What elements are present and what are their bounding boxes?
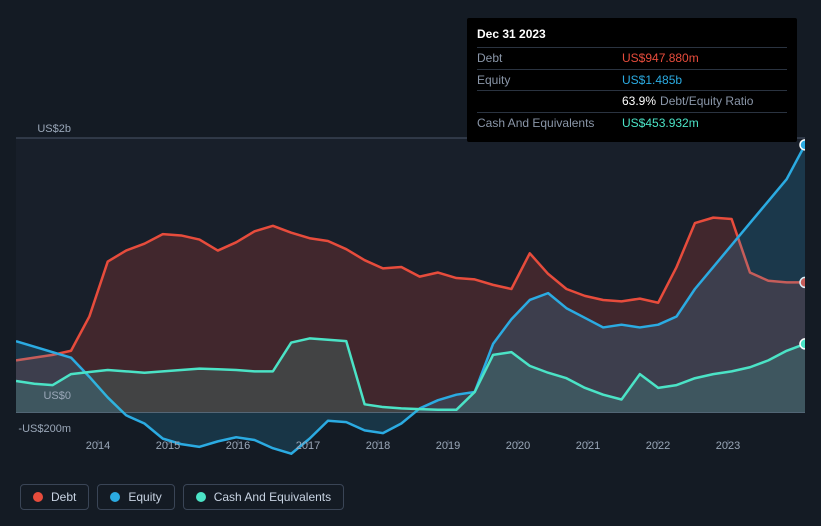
x-axis-label: 2023	[716, 440, 740, 452]
tooltip-row-label	[477, 93, 622, 110]
x-axis-label: 2020	[506, 440, 530, 452]
legend-label: Cash And Equivalents	[214, 490, 331, 504]
chart-legend: Debt Equity Cash And Equivalents	[20, 484, 344, 510]
legend-label: Debt	[51, 490, 76, 504]
equity-dot-icon	[110, 492, 120, 502]
y-axis-label: -US$200m	[16, 423, 71, 435]
x-axis-labels: 2014 2015 2016 2017 2018 2019 2020 2021 2022 2023	[16, 440, 805, 460]
legend-item-cash[interactable]: Cash And Equivalents	[183, 484, 344, 510]
cash-end-dot-icon	[800, 339, 805, 349]
x-axis-label: 2021	[576, 440, 600, 452]
tooltip-row: DebtUS$947.880m	[477, 47, 787, 69]
y-axis-label: US$0	[16, 390, 71, 402]
x-axis-label: 2022	[646, 440, 670, 452]
x-axis-label: 2014	[86, 440, 110, 452]
x-axis-label: 2017	[296, 440, 320, 452]
tooltip-row-value: US$1.485b	[622, 72, 682, 89]
legend-item-debt[interactable]: Debt	[20, 484, 89, 510]
tooltip-row-suffix: Debt/Equity Ratio	[660, 93, 753, 110]
tooltip-row-label: Equity	[477, 72, 622, 89]
x-axis-label: 2016	[226, 440, 250, 452]
x-axis-label: 2015	[156, 440, 180, 452]
debt-dot-icon	[33, 492, 43, 502]
tooltip-row: Cash And EquivalentsUS$453.932m	[477, 112, 787, 134]
x-axis-label: 2019	[436, 440, 460, 452]
chart-tooltip: Dec 31 2023 DebtUS$947.880mEquityUS$1.48…	[467, 18, 797, 142]
tooltip-row-value: US$947.880m	[622, 50, 699, 67]
legend-label: Equity	[128, 490, 161, 504]
tooltip-row-label: Cash And Equivalents	[477, 115, 622, 132]
y-axis-labels: US$2b US$0 -US$200m	[16, 0, 71, 460]
tooltip-row: EquityUS$1.485b	[477, 69, 787, 91]
equity-end-dot-icon	[800, 140, 805, 150]
tooltip-row-value: 63.9%	[622, 93, 656, 110]
tooltip-row: 63.9%Debt/Equity Ratio	[477, 90, 787, 112]
cash-dot-icon	[196, 492, 206, 502]
y-axis-label: US$2b	[16, 123, 71, 135]
tooltip-row-value: US$453.932m	[622, 115, 699, 132]
tooltip-row-label: Debt	[477, 50, 622, 67]
x-axis-label: 2018	[366, 440, 390, 452]
legend-item-equity[interactable]: Equity	[97, 484, 174, 510]
tooltip-date: Dec 31 2023	[477, 26, 787, 47]
